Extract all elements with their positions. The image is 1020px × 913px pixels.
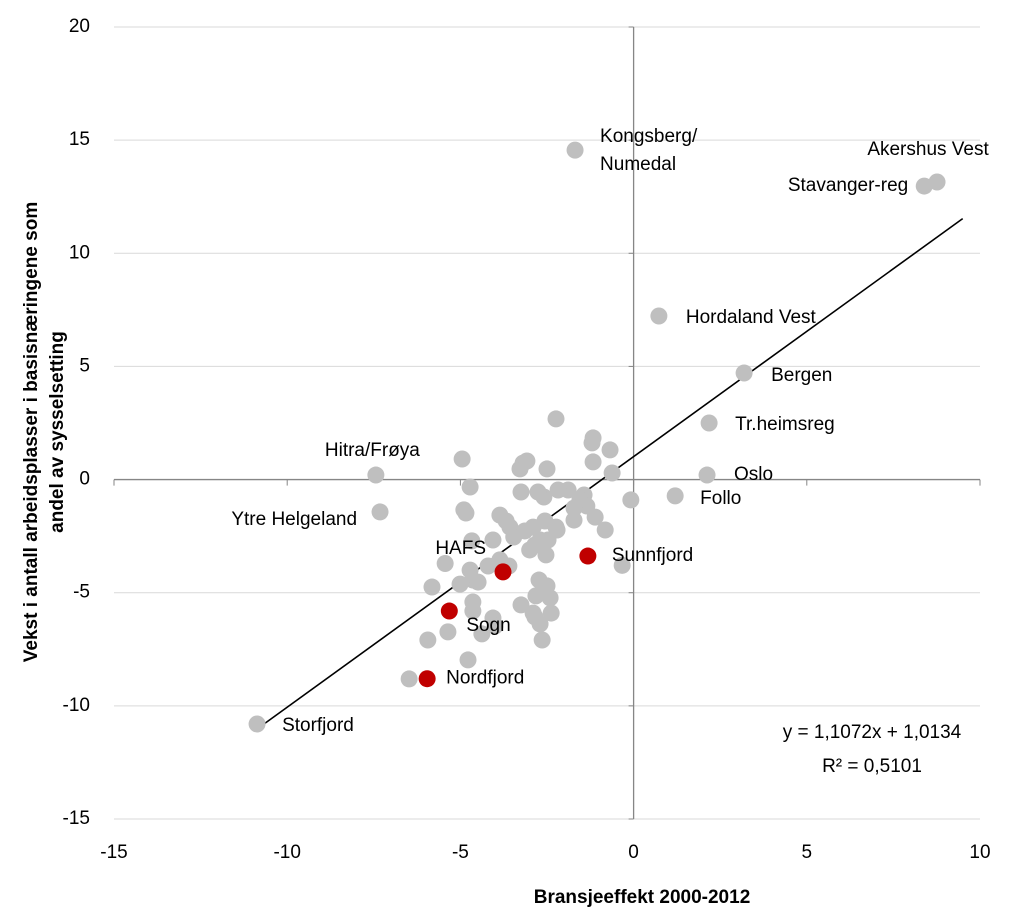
point-label: Ytre Helgeland: [231, 509, 357, 530]
point-label: Tr.heimsreg: [735, 414, 835, 435]
point-label: Akershus Vest: [867, 139, 989, 160]
x-tick-label: 10: [969, 842, 990, 863]
point-label: Follo: [700, 488, 741, 509]
point: [541, 589, 559, 607]
point: [526, 536, 544, 554]
point: [423, 578, 441, 596]
x-tick-label: -15: [100, 842, 127, 863]
trendline-r2: R² = 0,5101: [822, 756, 922, 777]
point: [459, 651, 477, 669]
point: [439, 623, 457, 641]
point: [367, 466, 385, 484]
point-label: Hordaland Vest: [686, 307, 817, 328]
point: [464, 602, 482, 620]
y-tick-label: -5: [73, 582, 90, 603]
point-label: Nordfjord: [446, 668, 524, 689]
point: [613, 556, 631, 574]
point: [565, 511, 583, 529]
point-label: Oslo: [734, 464, 773, 485]
y-tick-label: 20: [69, 16, 90, 37]
point-label: Sunnfjord: [612, 545, 693, 566]
point: [542, 604, 560, 622]
point: [455, 501, 473, 519]
point: [650, 307, 668, 325]
point: [473, 625, 491, 643]
x-tick-label: -10: [273, 842, 300, 863]
point: [579, 547, 597, 565]
point: [461, 478, 479, 496]
point: [440, 602, 458, 620]
point: [527, 587, 545, 605]
x-axis-title: Bransjeeffekt 2000-2012: [534, 887, 751, 908]
point: [530, 571, 548, 589]
point: [666, 487, 684, 505]
point: [928, 173, 946, 191]
point: [400, 670, 418, 688]
point: [601, 441, 619, 459]
point: [915, 177, 933, 195]
point: [486, 617, 504, 635]
trendline-equation: y = 1,1072x + 1,0134: [783, 722, 962, 743]
point: [596, 521, 614, 539]
x-tick-label: 0: [628, 842, 639, 863]
point: [419, 631, 437, 649]
y-tick-label: 5: [79, 355, 90, 376]
y-tick-label: 10: [69, 242, 90, 263]
point: [518, 452, 536, 470]
point: [538, 460, 556, 478]
point: [529, 483, 547, 501]
y-axis-title: andel av sysselsetting: [47, 331, 68, 533]
y-tick-label: -15: [63, 808, 90, 829]
point: [603, 464, 621, 482]
point: [565, 499, 583, 517]
point-label: Sogn: [466, 615, 510, 636]
point: [484, 531, 502, 549]
point-label: Bergen: [771, 365, 832, 386]
point-label: Stavanger-reg: [788, 175, 908, 196]
point: [539, 531, 557, 549]
y-axis-title: Vekst i antall arbeidsplasser i basisnær…: [21, 202, 42, 662]
point: [463, 532, 481, 550]
point: [698, 466, 716, 484]
point-label: Hitra/Frøya: [325, 440, 420, 461]
point: [453, 450, 471, 468]
point: [549, 481, 567, 499]
point: [700, 414, 718, 432]
point: [566, 141, 584, 159]
point: [583, 434, 601, 452]
point: [586, 508, 604, 526]
point-label: Kongsberg/Numedal: [600, 126, 698, 175]
point: [436, 555, 454, 573]
point: [451, 575, 469, 593]
point: [418, 670, 436, 688]
point-label: Storfjord: [282, 715, 354, 736]
point: [735, 364, 753, 382]
point: [512, 596, 530, 614]
x-tick-label: 5: [802, 842, 813, 863]
point: [469, 573, 487, 591]
point: [494, 563, 512, 581]
point: [547, 410, 565, 428]
point: [533, 631, 551, 649]
point: [584, 453, 602, 471]
y-tick-label: 15: [69, 129, 90, 150]
y-tick-label: 0: [79, 469, 90, 490]
point: [248, 715, 266, 733]
point: [371, 503, 389, 521]
y-tick-label: -10: [63, 695, 90, 716]
x-tick-label: -5: [452, 842, 469, 863]
point: [622, 491, 640, 509]
point: [537, 546, 555, 564]
point: [524, 604, 542, 622]
point-label: HAFS: [435, 538, 486, 559]
point: [512, 483, 530, 501]
